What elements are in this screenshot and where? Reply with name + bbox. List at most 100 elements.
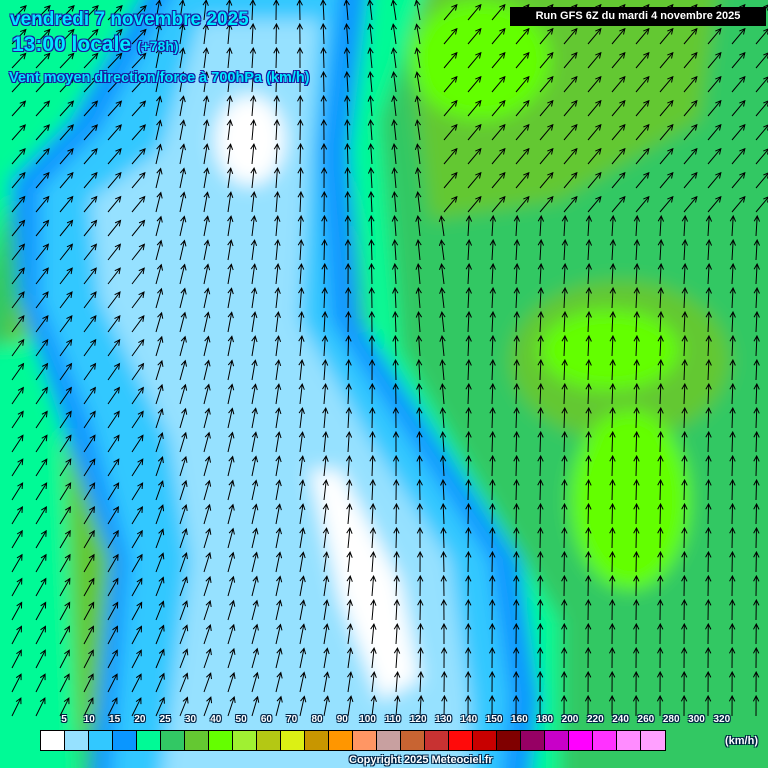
wind-arrow	[657, 430, 664, 453]
wind-arrow	[155, 0, 162, 21]
wind-arrow	[343, 22, 351, 45]
wind-arrow	[251, 647, 259, 669]
wind-arrow	[155, 359, 164, 381]
wind-arrow	[251, 551, 259, 573]
wind-arrow	[415, 262, 422, 285]
wind-arrow	[131, 434, 144, 453]
wind-arrow	[585, 502, 592, 525]
wind-arrow	[439, 263, 446, 285]
wind-arrow	[250, 239, 258, 261]
wind-arrow	[275, 671, 283, 693]
wind-arrow	[633, 358, 640, 381]
wind-arrow	[464, 670, 472, 693]
wind-arrow	[681, 406, 688, 429]
wind-arrow	[489, 238, 497, 261]
wind-arrow	[179, 191, 187, 213]
wind-arrow	[344, 214, 352, 237]
wind-arrow	[416, 550, 424, 573]
wind-arrow	[346, 478, 353, 501]
wind-arrow	[155, 311, 164, 333]
wind-arrow	[370, 695, 377, 717]
wind-arrow	[438, 239, 446, 261]
wind-arrow	[203, 191, 210, 213]
wind-arrow	[417, 670, 424, 693]
wind-arrow	[513, 622, 520, 645]
wind-arrow	[585, 334, 592, 357]
wind-arrow	[83, 52, 99, 69]
wind-arrow	[659, 51, 674, 69]
wind-arrow	[298, 407, 305, 429]
wind-arrow	[251, 479, 259, 501]
wind-arrow	[515, 147, 530, 165]
wind-arrow	[59, 28, 75, 45]
wind-arrow	[657, 478, 664, 501]
wind-arrow	[11, 100, 27, 117]
wind-arrow	[11, 243, 26, 261]
legend-swatch	[377, 731, 401, 750]
wind-arrow	[227, 455, 235, 477]
wind-arrow	[107, 386, 120, 405]
wind-arrow	[273, 22, 280, 45]
wind-arrow	[513, 262, 520, 285]
wind-arrow	[179, 167, 187, 189]
wind-arrow	[296, 22, 304, 45]
wind-arrow	[370, 671, 377, 693]
copyright: Copyright 2025 Meteociel.fr	[349, 754, 493, 766]
wind-arrow	[683, 147, 698, 165]
wind-arrow	[467, 27, 482, 45]
legend-label: 150	[485, 714, 503, 725]
wind-arrow	[83, 410, 96, 429]
legend-swatch	[617, 731, 641, 750]
legend-swatch	[569, 731, 593, 750]
wind-arrow	[394, 670, 401, 693]
wind-arrow	[633, 214, 641, 237]
wind-arrow	[346, 502, 353, 525]
wind-arrow	[731, 75, 746, 93]
wind-arrow	[609, 502, 616, 525]
wind-arrow	[179, 215, 187, 237]
wind-arrow	[274, 190, 281, 213]
wind-arrow	[251, 383, 258, 405]
wind-arrow	[368, 358, 376, 381]
wind-arrow	[250, 191, 257, 213]
wind-arrow	[83, 362, 97, 381]
wind-arrow	[657, 598, 664, 621]
wind-arrow	[275, 503, 282, 525]
wind-arrow	[131, 577, 143, 597]
wind-arrow	[320, 118, 328, 141]
wind-arrow	[226, 95, 233, 117]
wind-arrow	[322, 382, 329, 405]
legend-label: 100	[359, 714, 376, 725]
wind-arrow	[250, 215, 257, 237]
wind-arrow	[561, 502, 568, 525]
wind-arrow	[367, 23, 374, 45]
wind-arrow	[415, 358, 423, 381]
wind-arrow	[345, 358, 352, 381]
wind-arrow	[705, 358, 712, 381]
wind-arrow	[346, 623, 354, 645]
wind-arrow	[59, 148, 74, 165]
wind-arrow	[11, 315, 25, 333]
wind-arrow	[83, 195, 98, 213]
wind-arrow	[83, 76, 99, 93]
legend-label: 50	[235, 714, 247, 725]
wind-arrow	[491, 51, 506, 69]
wind-arrow	[729, 646, 736, 669]
wind-arrow	[35, 52, 51, 69]
wind-arrow	[59, 482, 72, 501]
wind-arrow	[11, 219, 26, 237]
wind-arrow	[321, 214, 328, 237]
wind-arrow	[707, 27, 722, 45]
zone-white-south	[310, 470, 420, 700]
wind-arrow	[179, 383, 188, 405]
wind-arrow	[440, 478, 447, 501]
wind-arrow	[537, 238, 545, 261]
wind-arrow	[753, 478, 760, 501]
wind-arrow	[633, 310, 640, 333]
wind-arrow	[155, 239, 163, 261]
wind-arrow	[323, 671, 330, 693]
wind-arrow	[11, 410, 24, 429]
wind-arrow	[392, 286, 399, 309]
wind-arrow	[347, 695, 354, 717]
wind-arrow	[609, 262, 616, 285]
